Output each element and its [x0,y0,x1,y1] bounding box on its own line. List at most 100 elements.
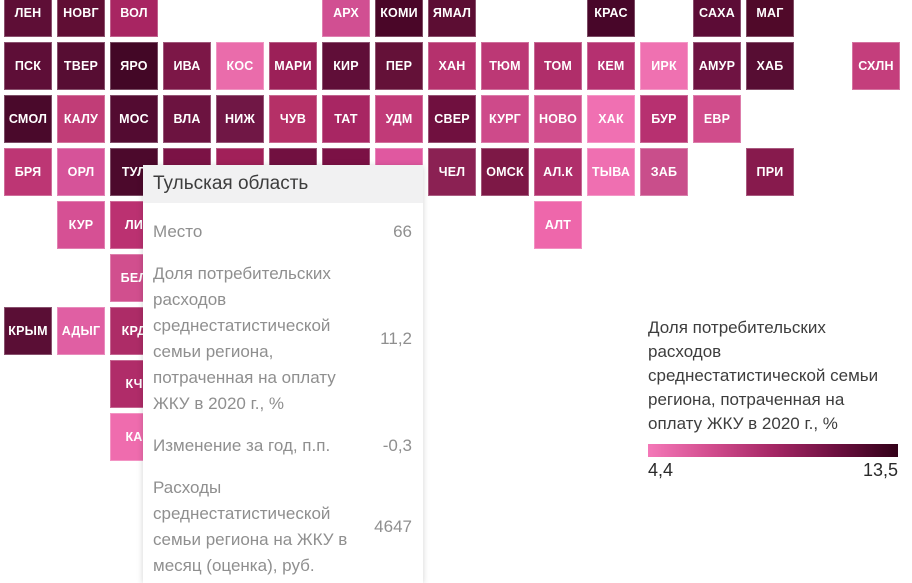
region-tile-label: НОВГ [63,6,99,20]
tooltip-row-label: Расходы среднестатистической семьи регио… [153,478,348,575]
region-tile-label: ТЮМ [489,59,521,73]
region-tile-label: БРЯ [14,165,42,179]
region-tile-ХАН[interactable]: ХАН [428,42,476,90]
region-tile-БРЯ[interactable]: БРЯ [4,148,52,196]
region-tile-ЯРО[interactable]: ЯРО [110,42,158,90]
region-tile-МОС[interactable]: МОС [110,95,158,143]
region-tile-ЕВР[interactable]: ЕВР [693,95,741,143]
region-tile-label: ИВА [173,59,201,73]
region-tile-label: КИР [333,59,359,73]
region-tile-label: БЕЛ [120,271,148,285]
region-tile-ХАК[interactable]: ХАК [587,95,635,143]
region-tile-label: ВОЛ [120,6,148,20]
region-tile-ИРК[interactable]: ИРК [640,42,688,90]
region-tile-label: ЕВР [703,112,731,126]
region-tile-АДЫГ[interactable]: АДЫГ [57,307,105,355]
region-tile-ПРИ[interactable]: ПРИ [746,148,794,196]
region-tile-ХАБ[interactable]: ХАБ [746,42,794,90]
region-tile-label: БУР [651,112,677,126]
region-tile-ТАТ[interactable]: ТАТ [322,95,370,143]
region-tile-ЗАБ[interactable]: ЗАБ [640,148,688,196]
region-tile-ТОМ[interactable]: ТОМ [534,42,582,90]
region-tile-ИВА[interactable]: ИВА [163,42,211,90]
region-tile-КУРГ[interactable]: КУРГ [481,95,529,143]
region-tile-НОВГ[interactable]: НОВГ [57,0,105,37]
region-tile-КОС[interactable]: КОС [216,42,264,90]
region-tile-АРХ[interactable]: АРХ [322,0,370,37]
region-tile-label: УДМ [385,112,413,126]
region-tile-label: КРД [121,324,147,338]
region-tile-label: ЧУВ [279,112,307,126]
region-tile-label: ОРЛ [67,165,95,179]
region-tile-label: АМУР [698,59,736,73]
region-tile-label: КОМИ [380,6,418,20]
region-tile-label: КУР [68,218,94,232]
tooltip-row-cost: Расходы среднестатистической семьи регио… [153,475,412,579]
region-tile-label: КУРГ [489,112,521,126]
region-tile-ЯМАЛ[interactable]: ЯМАЛ [428,0,476,37]
tooltip-row-place: Место 66 [153,219,412,245]
region-tile-УДМ[interactable]: УДМ [375,95,423,143]
region-tile-ОМСК[interactable]: ОМСК [481,148,529,196]
region-tile-МАРИ[interactable]: МАРИ [269,42,317,90]
region-tile-label: ЧЕЛ [438,165,466,179]
region-tile-ВЛА[interactable]: ВЛА [163,95,211,143]
region-tile-label: ПРИ [756,165,784,179]
region-tile-АМУР[interactable]: АМУР [693,42,741,90]
legend-min-label: 4,4 [648,460,674,480]
region-tile-ПЕР[interactable]: ПЕР [375,42,423,90]
region-tile-label: АЛТ [544,218,572,232]
tooltip-row-value: 11,2 [380,329,412,348]
region-tile-НОВО[interactable]: НОВО [534,95,582,143]
color-legend: Доля потребительских расходов среднестат… [648,316,898,481]
region-tile-label: КОС [226,59,254,73]
region-tile-label: ПСК [14,59,42,73]
region-tile-КИР[interactable]: КИР [322,42,370,90]
region-tile-ТВЕР[interactable]: ТВЕР [57,42,105,90]
region-tile-label: КАЛУ [63,112,99,126]
region-tile-label: КА [125,430,143,444]
region-tile-label: ОМСК [486,165,524,179]
region-tile-label: НИЖ [225,112,255,126]
region-tile-МАГ[interactable]: МАГ [746,0,794,37]
region-tile-label: МАГ [756,6,784,20]
region-tile-НИЖ[interactable]: НИЖ [216,95,264,143]
region-tile-label: ЯРО [120,59,148,73]
region-tile-БУР[interactable]: БУР [640,95,688,143]
region-tile-СМОЛ[interactable]: СМОЛ [4,95,52,143]
region-tile-КЕМ[interactable]: КЕМ [587,42,635,90]
region-tile-ПСК[interactable]: ПСК [4,42,52,90]
region-tile-САХА[interactable]: САХА [693,0,741,37]
region-tile-ЛЕН[interactable]: ЛЕН [4,0,52,37]
region-tile-label: ХАК [598,112,624,126]
tooltip-title: Тульская область [143,165,423,203]
region-tile-АЛ.К[interactable]: АЛ.К [534,148,582,196]
legend-gradient-bar [648,444,898,457]
region-tile-ЧУВ[interactable]: ЧУВ [269,95,317,143]
region-tile-КРЫМ[interactable]: КРЫМ [4,307,52,355]
tooltip-row-label: Место [153,222,203,241]
tooltip-row-value: 66 [393,222,412,241]
region-tile-label: ХАБ [756,59,784,73]
region-tile-ВОЛ[interactable]: ВОЛ [110,0,158,37]
region-tile-label: САХА [699,6,735,20]
region-tile-ОРЛ[interactable]: ОРЛ [57,148,105,196]
region-tile-label: АЛ.К [543,165,573,179]
region-tile-ТЫВА[interactable]: ТЫВА [587,148,635,196]
region-tile-label: СМОЛ [8,112,48,126]
region-tile-КУР[interactable]: КУР [57,201,105,249]
legend-title: Доля потребительских расходов среднестат… [648,318,879,433]
region-tile-ТЮМ[interactable]: ТЮМ [481,42,529,90]
region-tile-ЧЕЛ[interactable]: ЧЕЛ [428,148,476,196]
region-tooltip: Тульская область Место 66 Доля потребите… [143,165,423,583]
region-tile-label: ТАТ [334,112,358,126]
region-tile-СВЕР[interactable]: СВЕР [428,95,476,143]
region-tile-label: КРАС [594,6,628,20]
region-tile-КРАС[interactable]: КРАС [587,0,635,37]
region-tile-КАЛУ[interactable]: КАЛУ [57,95,105,143]
region-tile-АЛТ[interactable]: АЛТ [534,201,582,249]
region-tile-СХЛН[interactable]: СХЛН [852,42,900,90]
region-tile-label: СХЛН [858,59,894,73]
region-tile-label: КРЫМ [8,324,48,338]
region-tile-КОМИ[interactable]: КОМИ [375,0,423,37]
